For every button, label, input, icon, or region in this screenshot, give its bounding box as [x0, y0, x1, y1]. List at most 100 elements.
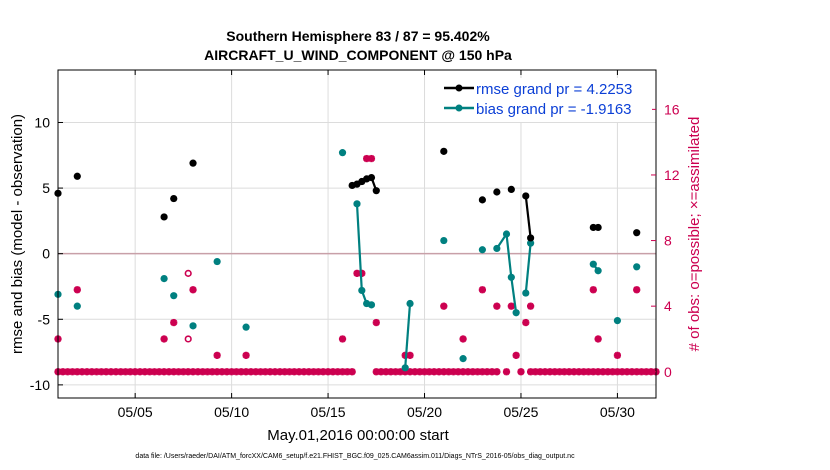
bias-line-segment — [524, 243, 532, 294]
x-tick-label: 05/25 — [503, 404, 538, 420]
x-tick-label: 05/10 — [214, 404, 249, 420]
bias-point — [338, 149, 347, 157]
bias-point — [613, 316, 622, 325]
y2-axis-label: # of obs: o=possible; ×=assimilated — [686, 117, 703, 352]
data-file-footer: data file: /Users/raeder/DAI/ATM_forcXX/… — [135, 453, 575, 460]
rmse-point — [189, 159, 197, 167]
obs-count-marker — [406, 351, 414, 359]
obs-count-marker — [493, 302, 501, 310]
chart-title: Southern Hemisphere 83 / 87 = 95.402% — [226, 28, 490, 44]
obs-count-marker — [512, 351, 520, 359]
legend-bias-marker — [455, 104, 463, 112]
bias-point — [440, 236, 448, 245]
bias-point — [401, 364, 409, 372]
y-tick-label: -10 — [30, 377, 50, 393]
chart-subtitle: AIRCRAFT_U_WIND_COMPONENT @ 150 hPa — [204, 47, 512, 63]
y2-tick-label: 16 — [664, 101, 680, 117]
rmse-point — [170, 194, 178, 203]
obs-count-marker — [633, 286, 641, 294]
rmse-line-segment — [524, 195, 532, 239]
rmse-point — [594, 223, 602, 232]
bias-point — [459, 355, 467, 363]
y-tick-label: 5 — [42, 180, 50, 196]
obs-count-zero-marker — [493, 368, 501, 376]
rmse-point — [527, 234, 535, 242]
bias-point — [478, 246, 486, 254]
obs-markers — [54, 154, 641, 376]
obs-count-marker — [213, 351, 221, 359]
bias-point — [594, 267, 602, 275]
obs-count-zero-marker — [348, 368, 356, 376]
obs-count-marker — [73, 286, 81, 294]
legend: rmse grand pr = 4.2253 bias grand pr = -… — [438, 78, 652, 122]
obs-count-marker — [440, 302, 448, 310]
obs-count-marker — [459, 335, 467, 343]
obs-count-marker — [507, 302, 515, 310]
rmse-point — [367, 173, 376, 182]
bias-point — [512, 309, 520, 317]
rmse-point — [160, 213, 168, 221]
obs-count-marker — [478, 286, 486, 294]
obs-zero-markers — [54, 368, 660, 376]
legend-box — [438, 78, 652, 122]
y-axis-ticks: -10 -5 0 5 10 — [30, 114, 63, 393]
obs-count-marker — [589, 286, 597, 294]
legend-rmse-label: rmse grand pr = 4.2253 — [476, 81, 632, 98]
rmse-point — [522, 192, 530, 200]
x-axis-ticks: 05/05 05/10 05/15 05/20 05/25 05/30 — [118, 70, 635, 420]
bias-line-segment — [495, 230, 518, 313]
obs-count-marker — [160, 335, 168, 343]
plot-frame — [57, 69, 657, 399]
bias-point — [589, 260, 597, 268]
obs-count-marker — [242, 351, 250, 359]
bias-point — [527, 239, 535, 247]
y-axis-label: rmse and bias (model - observation) — [9, 114, 26, 354]
rmse-point — [493, 188, 501, 196]
bias-point — [367, 301, 376, 309]
bias-point — [522, 289, 530, 297]
bias-point — [160, 275, 168, 283]
bias-point — [406, 299, 414, 308]
bias-point — [189, 322, 197, 330]
y2-tick-label: 8 — [664, 233, 672, 249]
y2-axis-ticks: 0 4 8 12 16 — [651, 101, 680, 380]
obs-count-marker — [367, 154, 376, 163]
obs-count-marker — [594, 335, 602, 343]
y-tick-label: -5 — [38, 311, 51, 327]
bias-point — [170, 292, 178, 300]
x-tick-label: 05/30 — [600, 404, 635, 420]
rmse-point — [372, 187, 380, 195]
bias-line-segment — [404, 303, 412, 368]
y2-tick-label: 0 — [664, 364, 672, 380]
bias-point — [353, 200, 361, 208]
bias-point — [213, 257, 221, 266]
bias-point — [358, 286, 366, 295]
x-tick-label: 05/15 — [311, 404, 346, 420]
bias-point — [73, 302, 81, 310]
rmse-point — [478, 196, 486, 204]
obs-count-marker — [189, 286, 197, 294]
obs-count-marker — [527, 302, 535, 310]
bias-point — [633, 263, 641, 271]
obs-possible-marker — [184, 335, 192, 343]
obs-count-marker — [613, 351, 622, 359]
x-tick-label: 05/20 — [407, 404, 442, 420]
y-tick-label: 0 — [42, 246, 50, 262]
rmse-point — [73, 172, 81, 180]
x-axis-label: May.01,2016 00:00:00 start — [267, 427, 449, 444]
y2-tick-label: 4 — [664, 298, 672, 314]
rmse-point — [507, 185, 515, 193]
obs-possible-marker — [184, 269, 192, 277]
series-lines — [351, 176, 599, 368]
obs-count-marker — [372, 318, 380, 327]
x-tick-label: 05/05 — [118, 404, 153, 420]
y2-tick-label: 12 — [664, 167, 680, 183]
bias-point — [502, 230, 511, 238]
legend-bias-label: bias grand pr = -1.9163 — [476, 101, 632, 118]
obs-count-marker — [338, 335, 347, 343]
bias-point — [242, 323, 250, 331]
legend-rmse-marker — [455, 84, 463, 92]
y-tick-label: 10 — [34, 114, 50, 130]
rmse-point — [440, 147, 448, 155]
